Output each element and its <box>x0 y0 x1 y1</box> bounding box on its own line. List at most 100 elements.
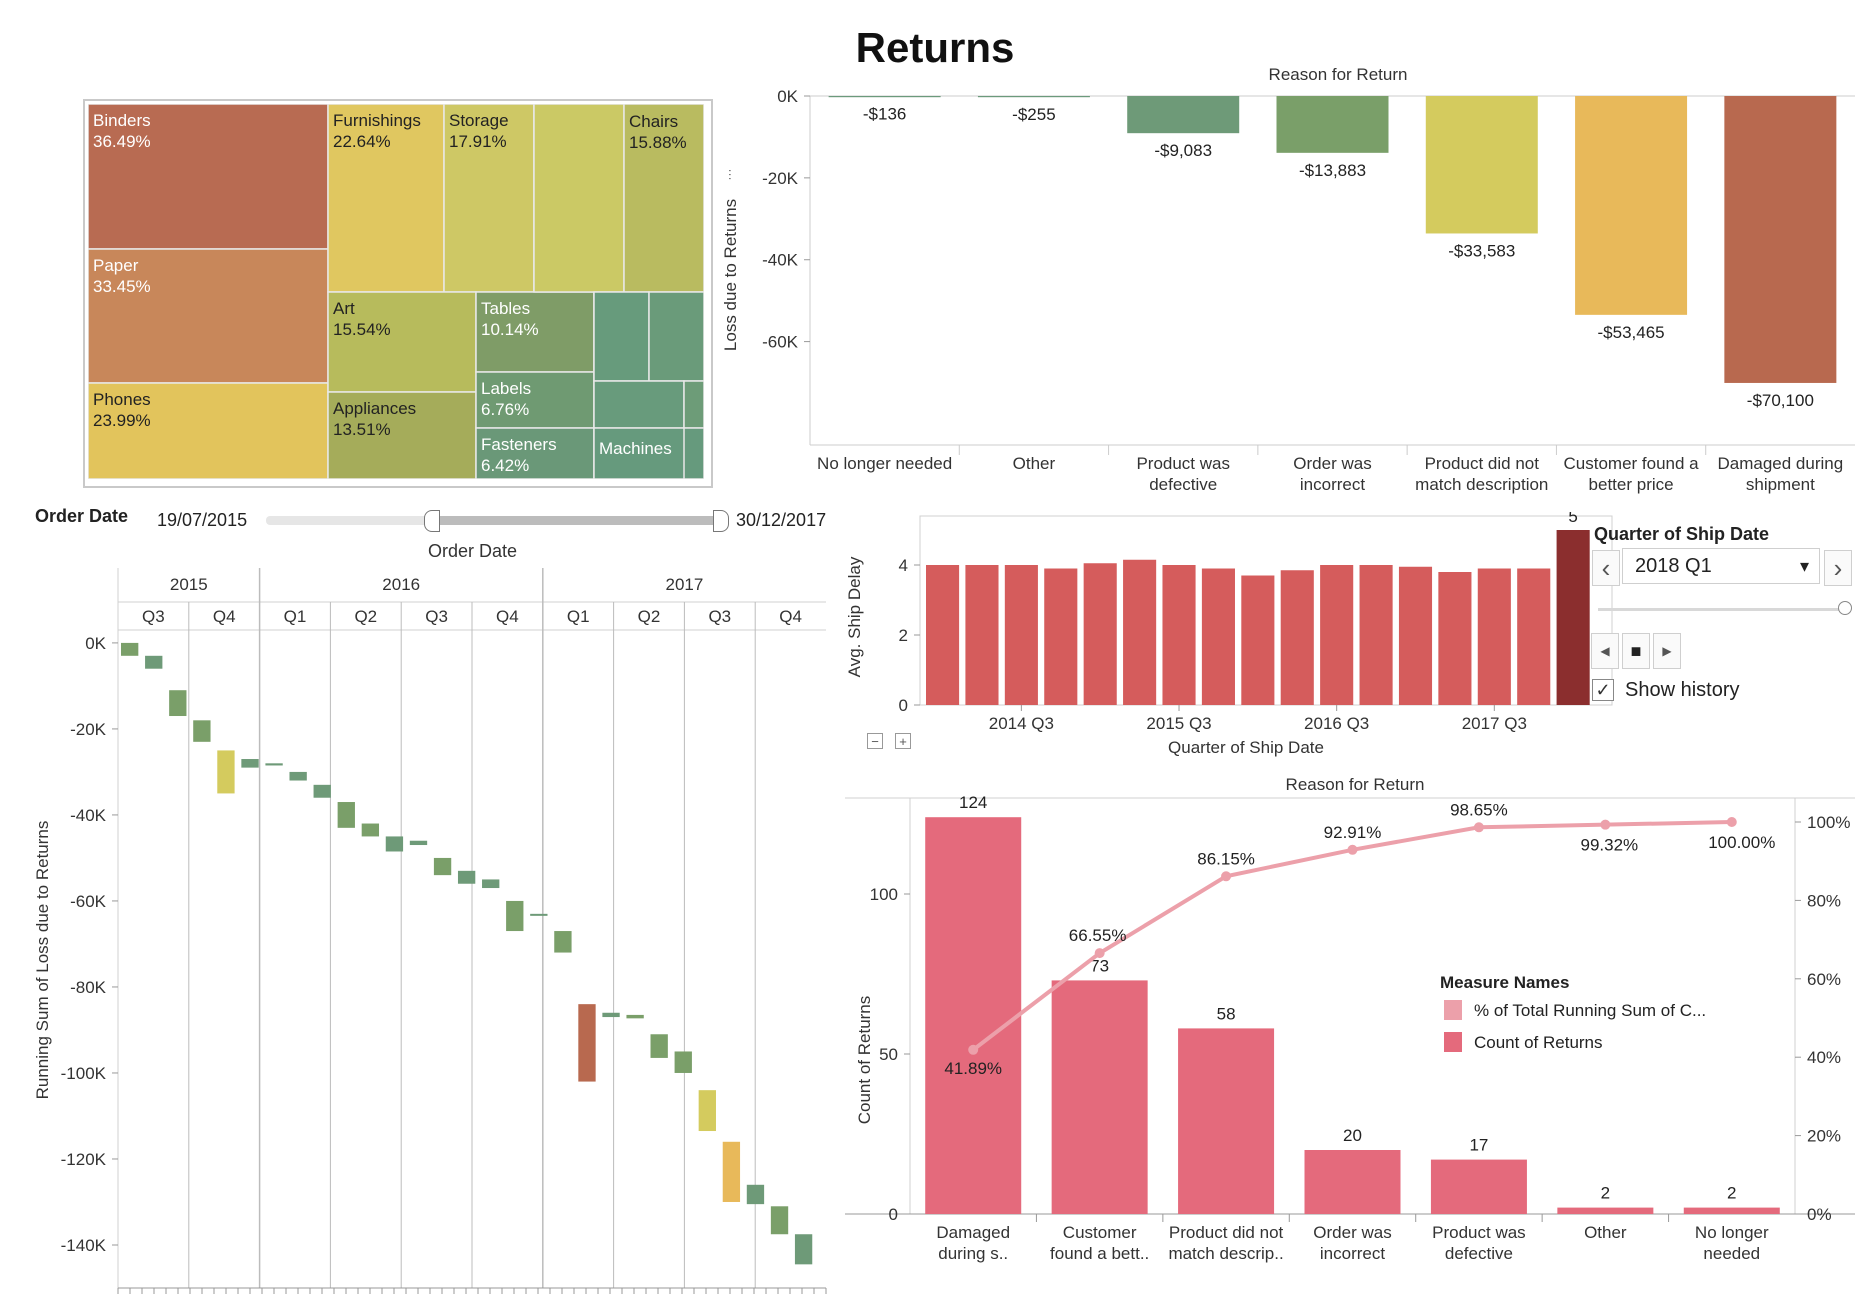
pareto-cumulative-point[interactable] <box>1221 871 1232 882</box>
treemap-subtile[interactable] <box>533 104 625 293</box>
running-waterfall-bar[interactable] <box>770 1206 789 1235</box>
play-forward-button[interactable]: ▶ <box>1653 633 1681 669</box>
ship-delay-bar[interactable] <box>1123 559 1157 705</box>
quarter-select[interactable]: 2018 Q1 ▾ <box>1622 548 1820 584</box>
treemap-tile-fasteners[interactable] <box>475 427 595 479</box>
running-waterfall-bar[interactable] <box>433 857 452 876</box>
legend-item-count[interactable]: Count of Returns <box>1474 1033 1603 1052</box>
ship-delay-bar[interactable] <box>1359 565 1393 705</box>
ship-delay-bar[interactable] <box>1241 575 1275 706</box>
ship-delay-bar[interactable] <box>1004 565 1038 705</box>
ship-delay-bar[interactable] <box>1517 568 1551 706</box>
stop-button[interactable]: ■ <box>1622 633 1650 669</box>
show-history-checkbox[interactable]: ✓ <box>1592 679 1614 701</box>
order-date-start-handle[interactable] <box>424 510 440 532</box>
running-waterfall-bar[interactable] <box>385 836 404 852</box>
ship-delay-bar[interactable] <box>1044 568 1078 706</box>
treemap-chart[interactable]: Binders 36.49% Paper 33.45% Phones 23.99% Furn… <box>88 104 704 479</box>
pareto-count-bar[interactable] <box>1178 1028 1275 1214</box>
running-waterfall-bar[interactable] <box>241 759 259 768</box>
order-date-end[interactable]: 30/12/2017 <box>736 510 827 530</box>
treemap-subtile[interactable] <box>593 380 685 429</box>
treemap-tile-labels[interactable] <box>475 371 595 429</box>
ship-delay-bar[interactable] <box>1438 572 1472 705</box>
reason-bar[interactable] <box>1724 96 1837 383</box>
treemap-tile-binders[interactable] <box>88 104 329 250</box>
next-quarter-button[interactable]: › <box>1824 550 1852 586</box>
reason-bar[interactable] <box>828 96 941 98</box>
running-waterfall-bar[interactable] <box>626 1014 644 1019</box>
reason-bar[interactable] <box>1127 96 1240 134</box>
treemap-tile-phones[interactable] <box>88 382 329 479</box>
ship-delay-bar[interactable] <box>1280 570 1314 705</box>
running-waterfall-bar[interactable] <box>337 802 355 828</box>
running-waterfall-bar[interactable] <box>457 870 476 884</box>
treemap-subtile[interactable] <box>593 427 704 479</box>
legend-item-pct[interactable]: % of Total Running Sum of C... <box>1474 1001 1706 1020</box>
running-waterfall-bar[interactable] <box>554 931 572 953</box>
reason-bar[interactable] <box>977 96 1090 98</box>
running-waterfall-bar[interactable] <box>217 750 235 794</box>
pareto-chart[interactable]: Reason for Return 100 50 0 100% 80% 60% 40% 20% 0… <box>840 770 1860 1300</box>
ship-delay-bar[interactable] <box>1477 568 1511 706</box>
ship-delay-bar[interactable] <box>965 565 999 705</box>
pareto-count-bar[interactable] <box>1557 1207 1654 1214</box>
running-waterfall-bar[interactable] <box>265 763 283 766</box>
treemap-tile-art[interactable] <box>327 291 477 393</box>
running-waterfall-bar[interactable] <box>530 913 548 916</box>
running-waterfall-bar[interactable] <box>506 900 524 932</box>
sort-icon[interactable]: ⫶ <box>728 167 732 183</box>
reason-bar[interactable] <box>1425 96 1538 234</box>
treemap-subtile[interactable] <box>593 291 650 382</box>
show-history-label[interactable]: Show history <box>1625 679 1740 701</box>
running-waterfall-bar[interactable] <box>361 823 380 837</box>
running-waterfall-bar[interactable] <box>145 655 163 669</box>
running-waterfall-bar[interactable] <box>578 1004 596 1082</box>
running-waterfall-bar[interactable] <box>722 1141 741 1202</box>
ship-delay-bar[interactable] <box>1556 530 1590 705</box>
treemap-subtile[interactable] <box>623 104 704 293</box>
pareto-count-bar[interactable] <box>1304 1150 1401 1214</box>
reason-chart[interactable]: Reason for Return 0K -20K -40K -60K Loss due … <box>700 60 1860 500</box>
pareto-count-bar[interactable] <box>925 817 1022 1214</box>
treemap-tile-tables[interactable] <box>475 291 595 373</box>
running-waterfall-bar[interactable] <box>674 1051 692 1073</box>
order-date-end-handle[interactable] <box>713 510 729 532</box>
running-sum-chart[interactable]: 2015 2016 2017 Q3 Q4 Q1 Q2 Q3 Q4 Q1 Q2 Q3 Q4 0K -20K -4… <box>0 560 830 1300</box>
ship-delay-bar[interactable] <box>1083 563 1117 705</box>
pareto-count-bar[interactable] <box>1430 1159 1527 1214</box>
ship-delay-bar[interactable] <box>926 565 960 705</box>
pareto-cumulative-point[interactable] <box>1473 822 1484 833</box>
quarter-slider-handle[interactable] <box>1838 601 1852 615</box>
running-waterfall-bar[interactable] <box>602 1012 620 1018</box>
quarter-slider-track[interactable] <box>1598 608 1848 611</box>
running-waterfall-bar[interactable] <box>650 1034 668 1058</box>
ship-delay-bar[interactable] <box>1320 565 1354 705</box>
ship-delay-bar[interactable] <box>1398 566 1433 705</box>
pareto-count-bar[interactable] <box>1051 980 1148 1214</box>
treemap-tile-furnishings[interactable] <box>327 104 445 293</box>
ship-delay-bar[interactable] <box>1201 568 1235 706</box>
running-waterfall-bar[interactable] <box>746 1184 765 1205</box>
running-waterfall-bar[interactable] <box>698 1090 716 1132</box>
pareto-cumulative-point[interactable] <box>1600 819 1611 830</box>
play-back-button[interactable]: ◀ <box>1591 633 1619 669</box>
zoom-in-button[interactable]: + <box>895 733 911 749</box>
prev-quarter-button[interactable]: ‹ <box>1592 550 1620 586</box>
pareto-cumulative-point[interactable] <box>1347 844 1358 855</box>
running-waterfall-bar[interactable] <box>794 1234 813 1265</box>
ship-delay-bar[interactable] <box>1162 565 1196 705</box>
running-waterfall-bar[interactable] <box>169 690 187 717</box>
ship-delay-chart[interactable]: 4 2 0 Avg. Ship Delay 5 2014 Q3 2015 Q3 2016 Q3… <box>840 512 1620 762</box>
running-waterfall-bar[interactable] <box>289 771 307 781</box>
order-date-start[interactable]: 19/07/2015 <box>157 510 248 530</box>
pareto-cumulative-point[interactable] <box>968 1044 979 1055</box>
running-waterfall-bar[interactable] <box>409 840 428 846</box>
pareto-count-bar[interactable] <box>1683 1207 1780 1214</box>
running-waterfall-bar[interactable] <box>482 879 500 889</box>
pareto-cumulative-point[interactable] <box>1726 817 1737 827</box>
treemap-subtile[interactable] <box>648 291 704 382</box>
running-waterfall-bar[interactable] <box>121 642 139 656</box>
reason-bar[interactable] <box>1575 96 1688 315</box>
zoom-out-button[interactable]: − <box>867 733 883 749</box>
